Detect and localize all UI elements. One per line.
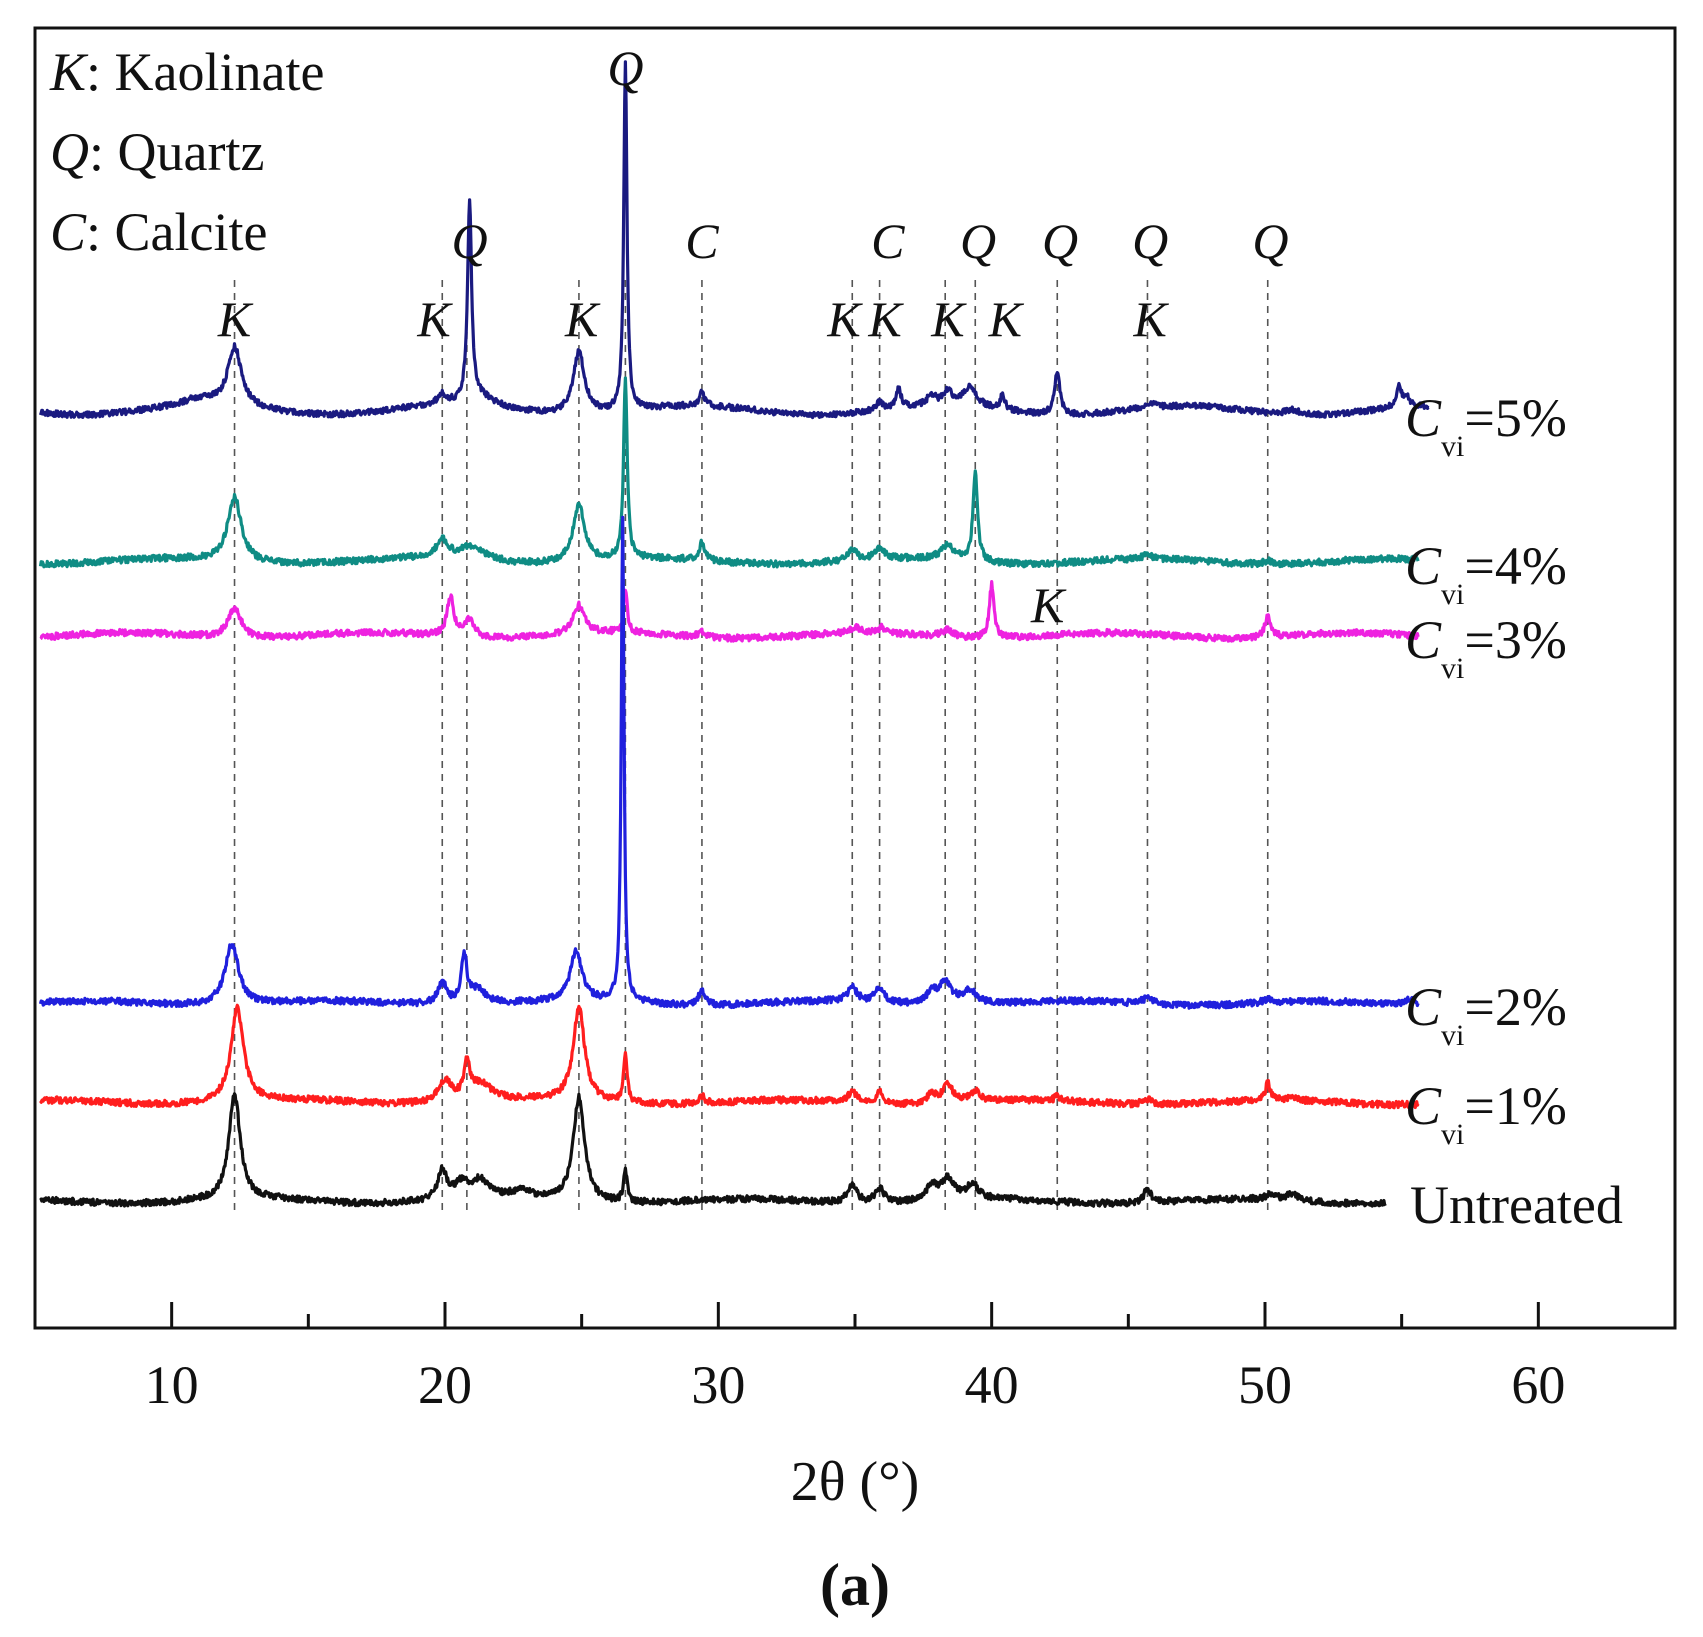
legend-entry-0: K: Kaolinate: [49, 42, 324, 102]
x-tick-label-50: 50: [1238, 1355, 1292, 1415]
series-label-4: Cvi=1%: [1405, 1076, 1567, 1151]
series-line-0: [38, 60, 1430, 420]
peak-label-15: Q: [1252, 213, 1288, 269]
peak-label-12: Q: [1042, 213, 1078, 269]
series-label-3: Cvi=2%: [1405, 977, 1567, 1052]
peak-label-2: Q: [452, 213, 488, 269]
series-line-4: [39, 1003, 1420, 1110]
x-tick-label-20: 20: [418, 1355, 472, 1415]
x-tick-label-10: 10: [145, 1355, 199, 1415]
peak-label-5: C: [685, 213, 719, 269]
series-line-5: [39, 1092, 1387, 1208]
series-label-1: Cvi=4%: [1405, 536, 1567, 611]
series-layer: [38, 60, 1430, 1208]
peak-label-0: K: [217, 291, 254, 347]
peak-label-10: Q: [960, 213, 996, 269]
series-labels: Cvi=5% Cvi=4%Cvi=3% Cvi=2% Cvi=1% Untreated: [1405, 388, 1623, 1235]
inline-annotation-0: K: [1030, 577, 1067, 633]
legend-entry-1: Q: Quartz: [50, 122, 264, 182]
peak-label-1: K: [416, 291, 453, 347]
peak-label-6: K: [826, 291, 863, 347]
peak-label-11: K: [988, 291, 1025, 347]
peak-label-3: K: [564, 291, 601, 347]
x-tick-label-60: 60: [1511, 1355, 1565, 1415]
peak-label-8: C: [871, 213, 905, 269]
series-line-1: [38, 376, 1420, 569]
series-label-5: Untreated: [1410, 1175, 1623, 1235]
series-line-3: [38, 515, 1420, 1010]
x-axis: 10 20 30 40 50 60: [145, 1302, 1565, 1415]
legend-entry-2: C: Calcite: [50, 202, 267, 262]
peak-label-7: K: [867, 291, 904, 347]
peak-label-9: K: [930, 291, 967, 347]
x-tick-label-30: 30: [691, 1355, 745, 1415]
series-label-2: Cvi=3%: [1405, 610, 1567, 685]
peak-label-4: Q: [607, 40, 643, 96]
x-tick-label-40: 40: [965, 1355, 1019, 1415]
series-line-2: [39, 579, 1420, 643]
x-axis-title: 2θ (°): [791, 1451, 920, 1513]
legend: K: Kaolinate Q: Quartz C: Calcite: [49, 42, 324, 262]
panel-label: (a): [820, 1552, 890, 1618]
series-label-0: Cvi=5%: [1405, 388, 1567, 463]
peak-label-14: K: [1133, 291, 1170, 347]
reference-lines: [233, 280, 1269, 1210]
peak-label-13: Q: [1132, 213, 1168, 269]
